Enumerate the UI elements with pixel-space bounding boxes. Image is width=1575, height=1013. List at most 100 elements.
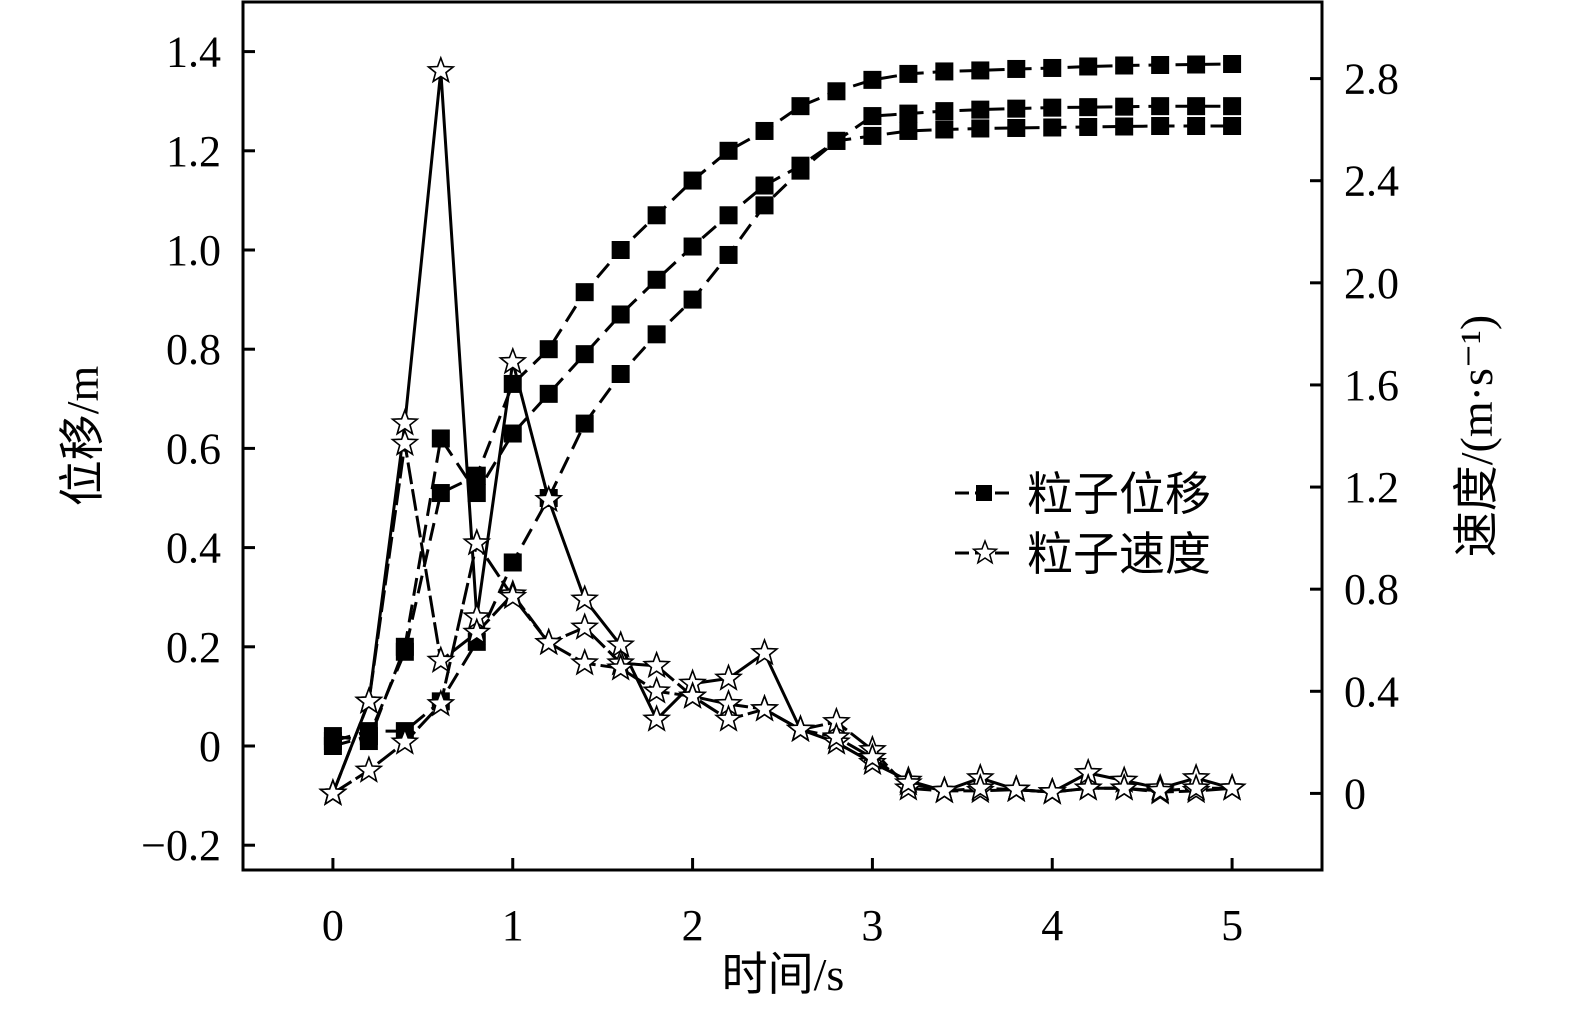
displacement-point xyxy=(755,176,774,195)
y-right-tick-label: 1.6 xyxy=(1344,361,1399,410)
plot-frame xyxy=(241,0,1324,872)
velocity-point xyxy=(642,650,672,679)
velocity-point xyxy=(893,767,923,796)
displacement-point xyxy=(1043,118,1062,137)
displacement-point xyxy=(791,97,810,116)
displacement-point xyxy=(863,126,882,145)
series-layer xyxy=(318,55,1247,806)
displacement-point xyxy=(1115,97,1134,116)
velocity-point xyxy=(1001,774,1031,802)
displacement-point xyxy=(575,414,594,433)
y-right-tick-label: 0 xyxy=(1344,769,1366,818)
displacement-point xyxy=(827,131,846,150)
y-right-tick-label: 1.2 xyxy=(1344,463,1399,512)
displacement-point xyxy=(791,161,810,180)
displacement-point xyxy=(503,424,522,443)
velocity-point xyxy=(821,721,851,750)
x-tick-label: 3 xyxy=(861,901,883,950)
displacement-point xyxy=(827,82,846,101)
displacement-point xyxy=(1151,117,1170,135)
legend-star-marker xyxy=(971,538,999,565)
velocity-point xyxy=(678,681,708,709)
displacement-line xyxy=(332,62,1233,748)
displacement-point xyxy=(539,340,558,359)
velocity-point xyxy=(426,55,456,84)
legend-label-velocity: 粒子速度 xyxy=(1027,529,1211,580)
legend-square-marker xyxy=(976,485,992,501)
displacement-point xyxy=(359,722,378,741)
displacement-point xyxy=(1223,97,1242,116)
velocity-point xyxy=(857,742,887,771)
velocity-point xyxy=(1037,776,1067,805)
displacement-point xyxy=(1151,97,1170,116)
legend-label-displacement: 粒子位移 xyxy=(1027,469,1211,520)
velocity-point xyxy=(929,775,959,804)
displacement-point xyxy=(935,62,954,81)
displacement-point xyxy=(1079,117,1098,136)
displacement-point xyxy=(575,283,594,302)
y-right-axis-label: 速度/(m·s⁻¹) xyxy=(1451,315,1502,558)
velocity-point xyxy=(534,484,564,513)
velocity-point xyxy=(498,581,528,610)
x-tick-label: 1 xyxy=(502,901,524,950)
displacement-point xyxy=(647,325,666,344)
velocity-point xyxy=(462,527,492,556)
displacement-point xyxy=(755,196,774,215)
x-tick-label: 2 xyxy=(682,901,704,950)
y-left-tick-label: 0.8 xyxy=(166,325,221,374)
displacement-point xyxy=(395,637,414,656)
velocity-point xyxy=(390,428,420,457)
velocity-point xyxy=(750,637,780,666)
y-left-tick-label: 1.0 xyxy=(166,226,221,275)
displacement-point xyxy=(1187,55,1206,74)
displacement-point xyxy=(1043,98,1062,117)
velocity-point xyxy=(498,346,528,375)
y-left-axis-label: 位移/m xyxy=(57,366,108,507)
displacement-point xyxy=(1115,56,1134,75)
displacement-series-3 xyxy=(323,117,1242,751)
velocity-point xyxy=(426,688,456,717)
x-axis-label: 时间/s xyxy=(722,949,845,1000)
x-tick-label: 0 xyxy=(322,901,344,950)
displacement-point xyxy=(467,484,486,503)
displacement-point xyxy=(1151,55,1170,74)
displacement-point xyxy=(611,305,630,324)
velocity-point xyxy=(354,755,384,783)
velocity-point xyxy=(714,663,744,691)
velocity-markers-3 xyxy=(318,527,1247,806)
velocity-point xyxy=(570,612,600,640)
velocity-point xyxy=(1217,773,1247,801)
y-right-tick-label: 0.8 xyxy=(1344,565,1399,614)
displacement-point xyxy=(719,206,738,225)
velocity-series-3 xyxy=(332,539,1233,795)
displacement-point xyxy=(935,120,954,139)
displacement-point xyxy=(1079,57,1098,76)
velocity-point xyxy=(390,727,420,755)
displacement-point xyxy=(611,365,630,383)
velocity-point xyxy=(714,704,744,732)
displacement-point xyxy=(539,384,558,403)
displacement-point xyxy=(1007,118,1026,137)
velocity-point xyxy=(534,627,564,656)
displacement-point xyxy=(971,61,990,80)
displacement-point xyxy=(503,374,522,393)
y-left-tick-label: 1.2 xyxy=(166,127,221,176)
displacement-point xyxy=(719,141,738,160)
displacement-point xyxy=(719,245,738,264)
displacement-line xyxy=(332,104,1233,743)
displacement-point xyxy=(683,171,702,190)
displacement-point xyxy=(971,119,990,138)
displacement-series-2 xyxy=(323,97,1242,751)
velocity-point xyxy=(1073,773,1103,801)
velocity-series-1 xyxy=(331,70,1233,794)
y-right-tick-label: 0.4 xyxy=(1344,667,1399,716)
velocity-point xyxy=(965,773,995,801)
displacement-point xyxy=(1079,98,1098,117)
displacement-point xyxy=(431,484,450,503)
velocity-point xyxy=(785,714,815,742)
legend: 粒子位移 粒子速度 xyxy=(955,469,1211,580)
y-left-tick-label: 1.4 xyxy=(166,28,221,77)
displacement-point xyxy=(935,102,954,121)
displacement-point xyxy=(863,107,882,126)
